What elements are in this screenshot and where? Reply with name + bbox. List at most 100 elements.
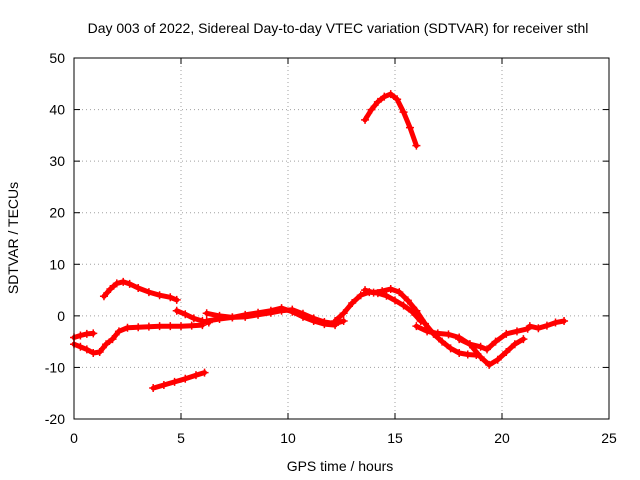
data-point (177, 322, 185, 331)
data-point (382, 291, 391, 300)
data-point (463, 350, 472, 359)
data-point (89, 348, 98, 357)
data-point (444, 330, 453, 339)
data-point (483, 345, 492, 354)
data-point (266, 306, 275, 315)
y-tick-label: 50 (49, 50, 65, 66)
data-point (455, 348, 464, 357)
data-point (202, 317, 211, 326)
data-point (534, 324, 543, 333)
data-point (134, 284, 143, 293)
data-point (134, 323, 143, 332)
data-point (455, 335, 464, 344)
data-point (309, 317, 318, 326)
data-point (348, 298, 357, 307)
data-point (228, 313, 237, 322)
y-tick-label: 10 (49, 256, 65, 272)
y-axis-label: SDTVAR / TECUs (5, 182, 21, 294)
y-tick-label: 40 (49, 102, 65, 118)
data-point (386, 90, 395, 99)
data-point (149, 384, 158, 393)
data-point (339, 317, 348, 326)
data-point (502, 347, 511, 356)
data-point (512, 327, 521, 336)
data-point (551, 318, 560, 327)
data-point (189, 314, 198, 323)
data-point (510, 340, 519, 349)
data-point (391, 296, 399, 305)
data-point (361, 115, 370, 124)
data-point (378, 287, 387, 296)
data-point (102, 340, 111, 349)
data-point (399, 108, 408, 117)
data-point (119, 277, 128, 286)
data-point (423, 327, 432, 336)
data-point (89, 329, 98, 338)
plot-frame (73, 57, 610, 420)
y-tick-label: 0 (57, 308, 65, 324)
data-point (485, 360, 494, 369)
data-point (361, 286, 370, 295)
x-tick-label: 10 (280, 430, 296, 446)
data-point (491, 337, 500, 346)
x-tick-label: 25 (601, 430, 617, 446)
data-point (99, 292, 108, 301)
data-point (412, 141, 421, 150)
data-point (215, 314, 224, 323)
data-point (395, 288, 404, 297)
y-tick-label: 20 (49, 205, 65, 221)
data-point (166, 322, 175, 331)
data-point (76, 331, 85, 340)
data-point (254, 308, 263, 317)
data-point (367, 105, 376, 114)
data-point (542, 321, 551, 330)
data-point (125, 279, 134, 288)
data-point (144, 288, 153, 297)
y-tick-label: -20 (45, 411, 65, 427)
data-point (399, 301, 408, 310)
data-point (405, 123, 414, 132)
data-point (438, 337, 447, 346)
data-point (155, 322, 164, 331)
data-point (76, 342, 85, 351)
data-point (159, 380, 168, 389)
data-point (412, 322, 421, 331)
y-tick-label: -10 (45, 359, 65, 375)
series-track-1 (101, 279, 180, 303)
data-point (181, 374, 190, 383)
data-point (202, 309, 211, 318)
data-point (277, 304, 286, 313)
data-point (123, 323, 132, 332)
data-point (288, 307, 297, 316)
data-point (170, 377, 179, 386)
data-point (82, 345, 91, 354)
data-point (412, 306, 421, 315)
data-point (331, 317, 340, 326)
data-layer (70, 90, 569, 393)
data-point (95, 347, 104, 356)
data-point (369, 288, 378, 297)
x-tick-label: 15 (387, 430, 403, 446)
data-point (525, 322, 534, 331)
y-tick-label: 30 (49, 153, 65, 169)
data-point (114, 327, 123, 336)
data-point (155, 291, 164, 300)
data-point (320, 320, 329, 329)
data-point (339, 309, 348, 318)
series-track-13 (362, 91, 419, 149)
data-point (465, 340, 474, 349)
data-point (108, 335, 117, 344)
data-point (241, 310, 250, 319)
x-tick-label: 0 (70, 430, 78, 446)
data-point (166, 293, 175, 302)
grid (74, 58, 609, 419)
data-point (403, 296, 412, 305)
data-point (519, 335, 528, 344)
data-point (493, 355, 502, 364)
data-point (144, 322, 153, 331)
data-point (187, 321, 196, 330)
data-point (420, 319, 429, 328)
data-point (476, 353, 485, 362)
data-point (356, 291, 365, 300)
